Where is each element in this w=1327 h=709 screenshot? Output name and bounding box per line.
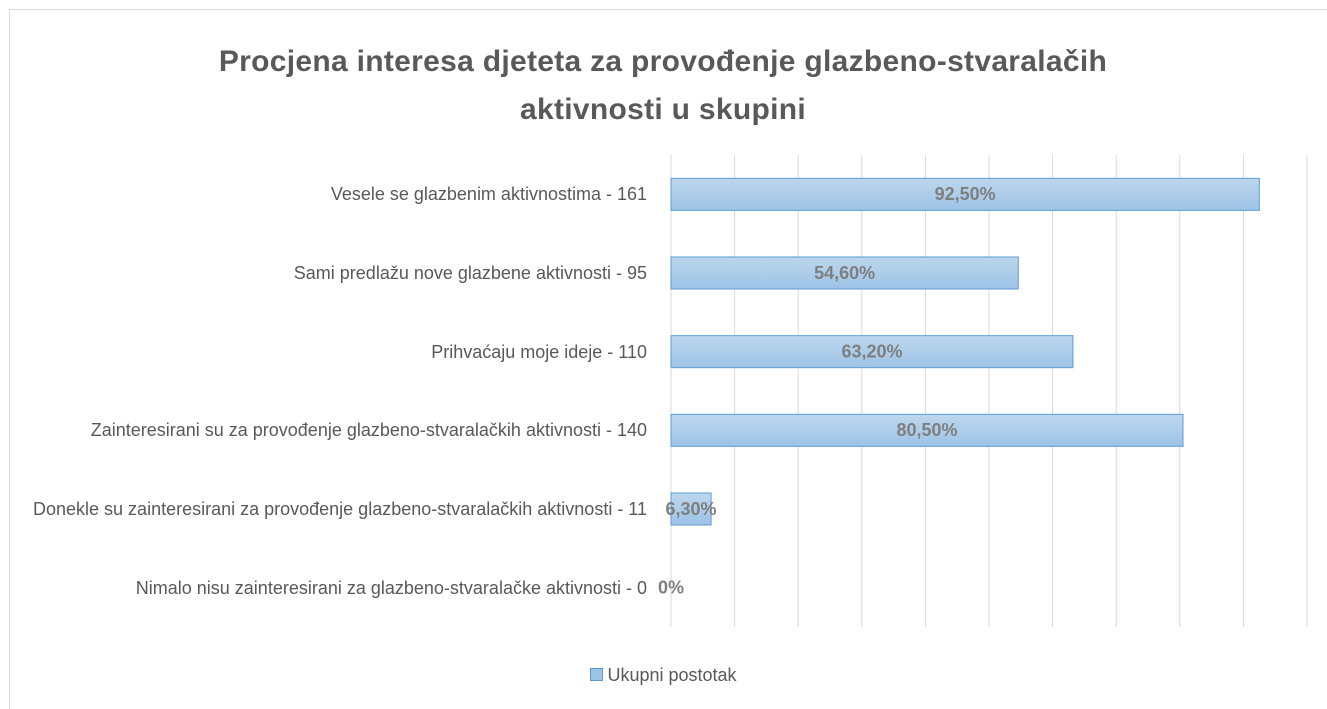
legend: Ukupni postotak: [0, 665, 1327, 686]
bar: [670, 256, 1019, 290]
data-label: 6,30%: [666, 499, 717, 519]
data-label: 54,60%: [814, 263, 875, 283]
category-text: Sami predlažu nove glazbene aktivnosti -…: [293, 263, 647, 283]
legend-swatch: [590, 668, 604, 681]
category-text: Nimalo nisu zainteresirani za glazbeno-s…: [135, 577, 647, 598]
category-text: Donekle su zainteresirani za provođenje …: [33, 499, 647, 519]
data-label: 0%: [658, 577, 684, 597]
category-label: Vesele se glazbenim aktivnostima - 161: [0, 181, 647, 207]
category-text: Prihvaćaju moje ideje - 110: [431, 341, 647, 362]
legend-label: Ukupni postotak: [607, 665, 737, 685]
category-label: Sami predlažu nove glazbene aktivnosti -…: [0, 260, 647, 286]
category-label: Donekle su zainteresirani za provođenje …: [0, 496, 647, 522]
data-label: 92,50%: [935, 184, 996, 204]
category-label: Prihvaćaju moje ideje - 110: [0, 339, 647, 365]
category-text: Zainteresirani su za provođenje glazbeno…: [90, 420, 647, 441]
bar: [670, 413, 1184, 447]
chart-title: Procjena interesa djeteta za provođenje …: [218, 45, 1108, 126]
bar: [670, 177, 1260, 211]
bar: [670, 492, 712, 526]
chart-border: [9, 9, 1327, 709]
data-label: 80,50%: [896, 420, 957, 440]
category-label: Zainteresirani su za provođenje glazbeno…: [0, 417, 647, 443]
data-label: 63,20%: [841, 341, 902, 361]
category-text: Vesele se glazbenim aktivnostima - 161: [330, 184, 647, 205]
bar: [670, 335, 1074, 369]
category-label: Nimalo nisu zainteresirani za glazbeno-s…: [0, 575, 647, 601]
